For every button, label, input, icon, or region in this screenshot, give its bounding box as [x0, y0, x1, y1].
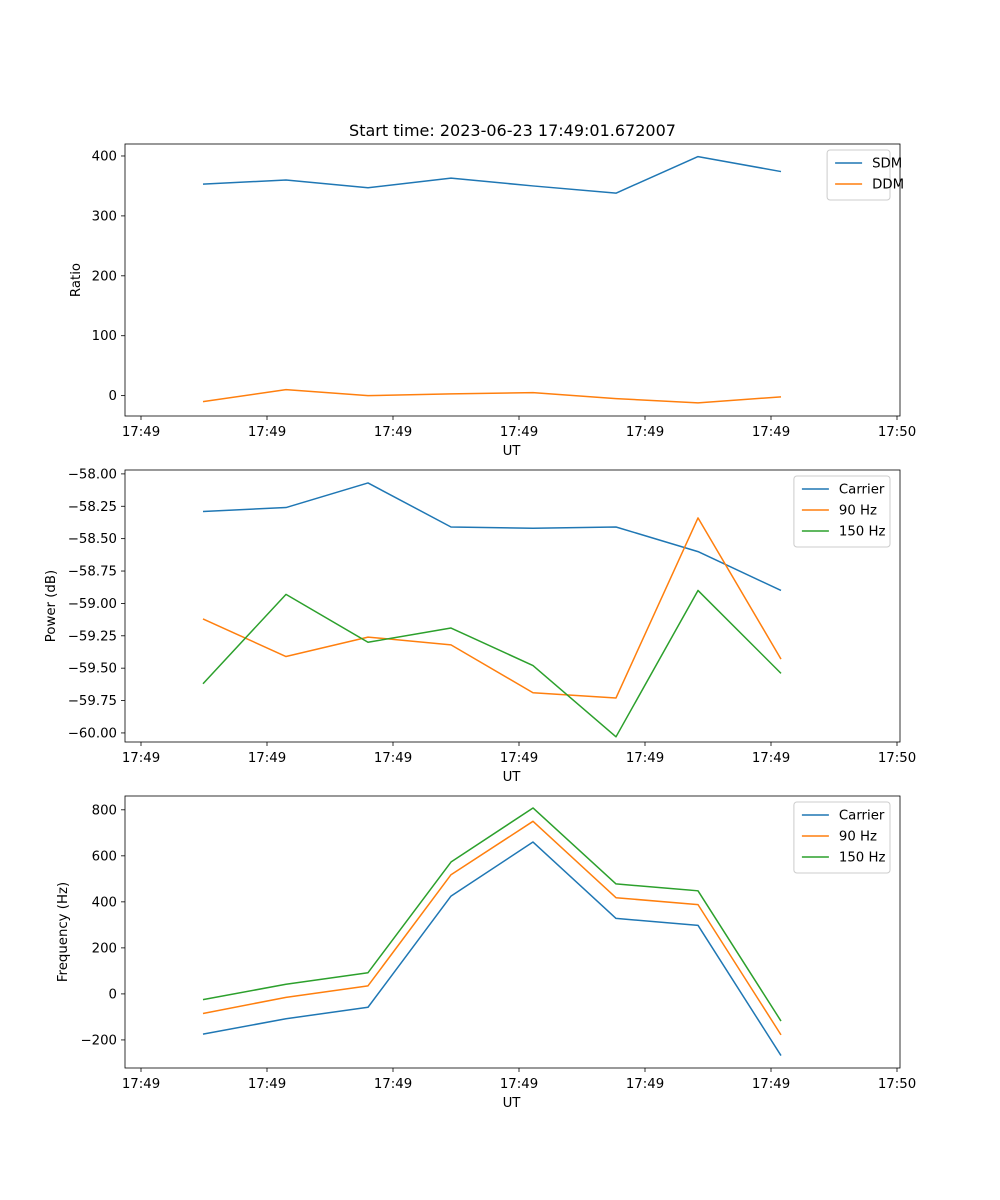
x-tick-label: 17:49 — [374, 751, 412, 766]
y-tick-label: −58.25 — [68, 500, 117, 515]
y-tick-label: −60.00 — [68, 726, 117, 741]
x-tick-label: 17:49 — [374, 1077, 412, 1092]
chart-panel-2: 17:49 17:49 17:49 17:49 17:49 17:49 17:50 −58.0… — [44, 467, 916, 785]
y-tick-label: 600 — [92, 849, 117, 864]
y-tick-label: 800 — [92, 803, 117, 818]
y-tick-label: −59.25 — [68, 629, 117, 644]
x-tick-label: 17:49 — [248, 425, 286, 440]
legend-box — [793, 475, 891, 548]
x-axis-label: UT — [503, 444, 522, 459]
series-line-ddm — [202, 388, 782, 404]
panels: 17:49 17:49 17:49 17:49 17:49 17:49 17:50 0 100 2… — [44, 121, 916, 1111]
series-line-150-hz — [202, 807, 782, 1022]
y-tick-label: −59.75 — [68, 694, 117, 709]
y-tick-label: −58.75 — [68, 565, 117, 580]
x-tick-label: 17:49 — [752, 751, 790, 766]
y-tick-label: −59.00 — [68, 597, 117, 612]
axes-frame — [124, 469, 901, 743]
legend-label: Carrier — [839, 809, 885, 824]
x-tick-label: 17:49 — [626, 1077, 664, 1092]
x-tick-label: 17:49 — [752, 1077, 790, 1092]
y-tick-label: 0 — [109, 987, 117, 1002]
x-tick-label: 17:49 — [122, 1077, 160, 1092]
y-tick-label: 300 — [92, 209, 117, 224]
legend-label: 90 Hz — [839, 830, 877, 845]
x-tick-label: 17:49 — [500, 751, 538, 766]
legend-label: 150 Hz — [839, 851, 886, 866]
axes-frame — [124, 143, 901, 417]
x-tick-label: 17:49 — [122, 425, 160, 440]
y-tick-label: 0 — [109, 389, 117, 404]
legend-label: SDM — [872, 157, 902, 172]
legend-label: 150 Hz — [839, 525, 886, 540]
y-tick-label: 400 — [92, 149, 117, 164]
x-tick-label: 17:49 — [500, 1077, 538, 1092]
chart-panel-3: 17:49 17:49 17:49 17:49 17:49 17:49 17:50 −200 0… — [56, 795, 916, 1111]
series-line-150-hz — [202, 589, 782, 738]
legend-label: 90 Hz — [839, 504, 877, 519]
x-tick-label: 17:49 — [752, 425, 790, 440]
y-tick-label: −200 — [80, 1033, 117, 1048]
series-line-sdm — [202, 155, 782, 194]
x-tick-label: 17:50 — [878, 1077, 916, 1092]
legend-label: DDM — [872, 178, 904, 193]
legend: Carrier 90 Hz 150 Hz — [793, 475, 891, 548]
legend-box — [793, 801, 891, 874]
y-tick-label: 200 — [92, 269, 117, 284]
series-line-90-hz — [202, 820, 782, 1036]
y-tick-label: −59.50 — [68, 662, 117, 677]
legend: SDM DDM — [826, 149, 904, 201]
y-axis-label: Ratio — [69, 263, 84, 297]
x-tick-label: 17:49 — [626, 751, 664, 766]
x-tick-label: 17:49 — [626, 425, 664, 440]
y-tick-label: 100 — [92, 329, 117, 344]
x-tick-label: 17:49 — [248, 751, 286, 766]
y-axis-label: Power (dB) — [44, 570, 59, 642]
x-axis-label: UT — [503, 770, 522, 785]
y-tick-label: 200 — [92, 941, 117, 956]
x-tick-label: 17:50 — [878, 751, 916, 766]
y-tick-label: −58.00 — [68, 467, 117, 482]
series-line-carrier — [202, 841, 782, 1056]
x-tick-label: 17:50 — [878, 425, 916, 440]
legend: Carrier 90 Hz 150 Hz — [793, 801, 891, 874]
y-axis-label: Frequency (Hz) — [56, 882, 71, 982]
y-tick-label: 400 — [92, 895, 117, 910]
x-axis-label: UT — [503, 1096, 522, 1111]
y-tick-label: −58.50 — [68, 532, 117, 547]
series-line-90-hz — [202, 517, 782, 699]
chart-panel-1: 17:49 17:49 17:49 17:49 17:49 17:49 17:50 0 100 2… — [69, 121, 916, 459]
x-tick-label: 17:49 — [500, 425, 538, 440]
x-tick-label: 17:49 — [248, 1077, 286, 1092]
chart-title: Start time: 2023-06-23 17:49:01.672007 — [349, 121, 676, 140]
legend-label: Carrier — [839, 483, 885, 498]
x-tick-label: 17:49 — [122, 751, 160, 766]
x-tick-label: 17:49 — [374, 425, 412, 440]
axes-frame — [124, 795, 901, 1069]
